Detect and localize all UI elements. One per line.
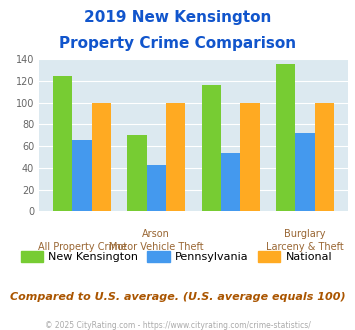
Bar — [147, 165, 166, 211]
Bar — [166, 103, 185, 211]
Text: 2019 New Kensington: 2019 New Kensington — [84, 10, 271, 25]
Bar — [127, 135, 147, 211]
Bar — [202, 85, 221, 211]
Bar — [295, 133, 315, 211]
Text: Larceny & Theft: Larceny & Theft — [266, 242, 344, 252]
Legend: New Kensington, Pennsylvania, National: New Kensington, Pennsylvania, National — [16, 247, 337, 267]
Bar — [221, 153, 240, 211]
Text: Motor Vehicle Theft: Motor Vehicle Theft — [109, 242, 204, 252]
Text: © 2025 CityRating.com - https://www.cityrating.com/crime-statistics/: © 2025 CityRating.com - https://www.city… — [45, 321, 310, 330]
Text: Compared to U.S. average. (U.S. average equals 100): Compared to U.S. average. (U.S. average … — [10, 292, 345, 302]
Bar — [72, 140, 92, 211]
Bar — [276, 64, 295, 211]
Bar — [240, 103, 260, 211]
Text: Burglary: Burglary — [284, 229, 326, 239]
Bar — [315, 103, 334, 211]
Text: All Property Crime: All Property Crime — [38, 242, 126, 252]
Bar — [53, 76, 72, 211]
Bar — [92, 103, 111, 211]
Text: Arson: Arson — [142, 229, 170, 239]
Text: Property Crime Comparison: Property Crime Comparison — [59, 36, 296, 51]
